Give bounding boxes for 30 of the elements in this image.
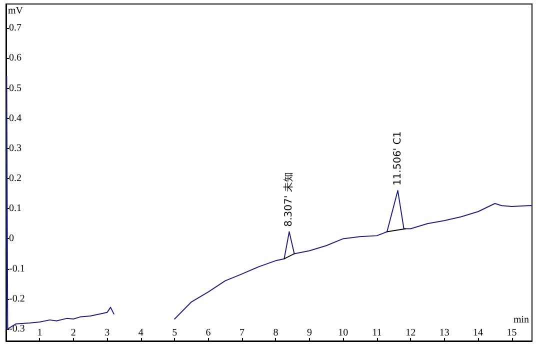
annotation: 11.506' C1 [392,131,404,186]
y-tick-label: 0.7 [9,22,22,34]
y-tick-label: 0.1 [9,203,22,214]
y-tick-label: 0.6 [9,52,22,64]
x-tick-label: 8 [273,328,278,338]
x-tick-label: 5 [172,328,178,338]
x-tick-label: 10 [338,328,348,338]
x-tick-label: 4 [138,328,144,338]
y-tick-label: 0 [9,233,14,244]
y-axis-title: mV [8,6,24,16]
y-tick-label: 0.3 [9,142,22,154]
y-tick-label: 0.2 [9,173,22,184]
y-tick-label: -0.3 [9,323,25,334]
x-tick-label: 1 [37,328,42,338]
annotation: 8.307' 未知 [282,172,295,227]
y-tick-label: 0.4 [9,112,22,124]
x-tick-label: 9 [306,328,312,338]
y-tick-label: -0.2 [9,293,25,304]
x-tick-label: 6 [206,328,211,338]
x-axis-title: min [513,314,529,326]
x-tick-label: 7 [240,328,245,338]
x-tick-label: 11 [372,328,382,338]
y-tick-label: -0.1 [9,263,25,274]
y-tick-label: 0.5 [9,82,22,94]
x-tick-label: 14 [473,328,484,338]
x-tick-label: 15 [506,328,517,338]
x-tick-label: 2 [70,328,76,338]
x-tick-label: 12 [406,328,416,338]
x-tick-label: 3 [104,328,110,338]
x-tick-label: 13 [439,328,450,338]
